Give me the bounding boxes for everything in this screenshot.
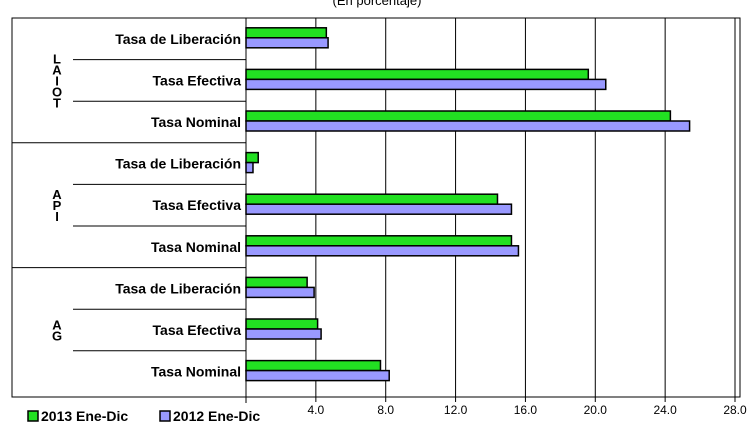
category-label: Tasa de Liberación (115, 31, 241, 47)
bar (245, 203, 513, 215)
plot-area: Tasa de Liberación Tasa Efectiva Tasa Nomi… (11, 17, 747, 417)
group-label-char: L (53, 51, 61, 66)
category-label: Tasa Efectiva (153, 197, 242, 213)
bar (245, 245, 520, 257)
category-label: Tasa Nominal (151, 239, 241, 255)
bar (245, 37, 329, 49)
bar (245, 235, 513, 247)
tick-label: 16.0 (514, 403, 538, 417)
category-label: Tasa Efectiva (153, 322, 242, 338)
category-label: Tasa Nominal (151, 364, 241, 380)
legend-label: 2012 Ene-Dic (173, 408, 260, 424)
group-label-char: O (52, 84, 62, 99)
category-label: Tasa de Liberación (115, 280, 241, 296)
group-label-char: G (52, 329, 62, 344)
bar (245, 359, 382, 372)
group-label-char: P (53, 198, 62, 213)
tick-label: 8.0 (377, 403, 394, 417)
group-label-char: T (53, 95, 61, 110)
legend: 2013 Ene-Dic 2012 Ene-Dic (27, 408, 260, 424)
group-label-char: A (52, 187, 62, 202)
group-label-char: A (52, 62, 62, 77)
bar (245, 120, 691, 132)
group-label-char: I (55, 73, 59, 88)
bar (245, 328, 322, 340)
bar (245, 110, 672, 122)
category-label: Tasa Nominal (151, 114, 241, 130)
legend-label: 2013 Ene-Dic (41, 408, 128, 424)
bar (245, 193, 499, 205)
tick-label: 20.0 (584, 403, 608, 417)
bar (245, 286, 315, 299)
plot-frame (11, 17, 741, 398)
group-label-char: A (52, 318, 62, 333)
bar (245, 318, 319, 330)
legend-swatch (27, 410, 39, 422)
bar (245, 276, 308, 289)
bar (245, 27, 328, 39)
tick-label: 4.0 (308, 403, 325, 417)
category-label: Tasa de Liberación (115, 156, 241, 172)
bar (245, 78, 607, 91)
bar (245, 369, 390, 382)
group-label-char: I (55, 209, 59, 224)
legend-swatch (159, 410, 171, 422)
bar (245, 68, 590, 81)
category-label: Tasa Efectiva (153, 72, 242, 88)
chart-subtitle: (En porcentaje) (333, 0, 422, 8)
bar (245, 151, 259, 164)
tick-label: 24.0 (653, 403, 677, 417)
tick-label: 28.0 (723, 403, 747, 417)
bar (245, 161, 254, 174)
tick-label: 12.0 (444, 403, 468, 417)
